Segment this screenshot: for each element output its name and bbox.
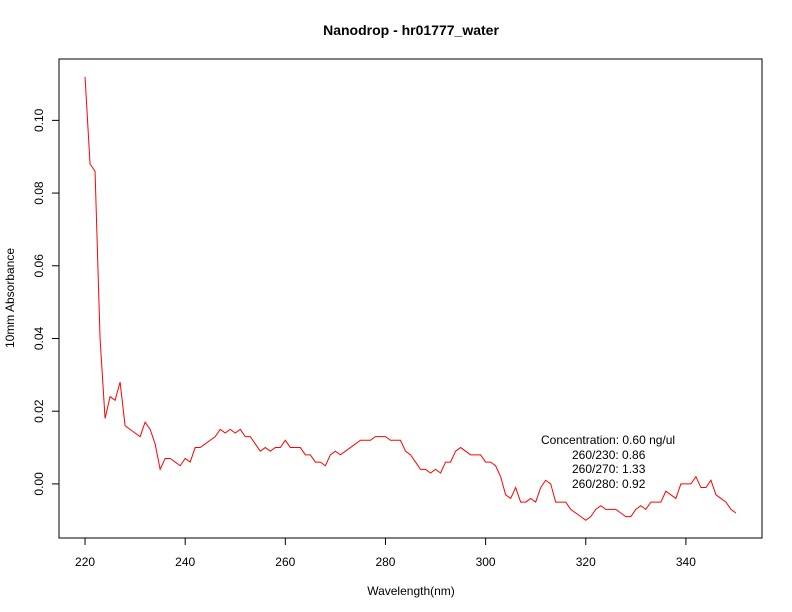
y-tick-label: 0.10 [32, 108, 46, 132]
plot-frame [58, 58, 763, 539]
y-tick-label: 0.08 [32, 181, 46, 205]
annotation-block: Concentration: 0.60 ng/ul 260/230: 0.86 … [541, 433, 675, 491]
x-axis-label: Wavelength(nm) [367, 584, 455, 598]
x-tick-label: 240 [175, 555, 195, 569]
y-tick-label: 0.02 [32, 399, 46, 423]
x-tick-label: 320 [576, 555, 596, 569]
chart-title: Nanodrop - hr01777_water [323, 22, 499, 38]
y-axis-label: 10mm Absorbance [3, 248, 17, 348]
y-tick-label: 0.06 [32, 254, 46, 278]
annotation-concentration: Concentration: 0.60 ng/ul [541, 433, 675, 447]
series-layer [84, 76, 737, 521]
y-tick-label: 0.04 [32, 326, 46, 350]
x-tick-label: 260 [275, 555, 295, 569]
y-axis: 0.00 0.02 0.04 0.06 0.08 0.10 [32, 108, 60, 496]
annotation-ratio-260-280: 260/280: 0.92 [572, 477, 646, 491]
absorbance-series-line [84, 76, 737, 521]
x-tick-label: 280 [375, 555, 395, 569]
x-axis: 220 240 260 280 300 320 340 [75, 537, 696, 569]
x-tick-label: 340 [676, 555, 696, 569]
x-tick-label: 300 [476, 555, 496, 569]
x-tick-label: 220 [75, 555, 95, 569]
annotation-ratio-260-230: 260/230: 0.86 [572, 448, 646, 462]
annotation-ratio-260-270: 260/270: 1.33 [572, 462, 646, 476]
y-tick-label: 0.00 [32, 472, 46, 496]
